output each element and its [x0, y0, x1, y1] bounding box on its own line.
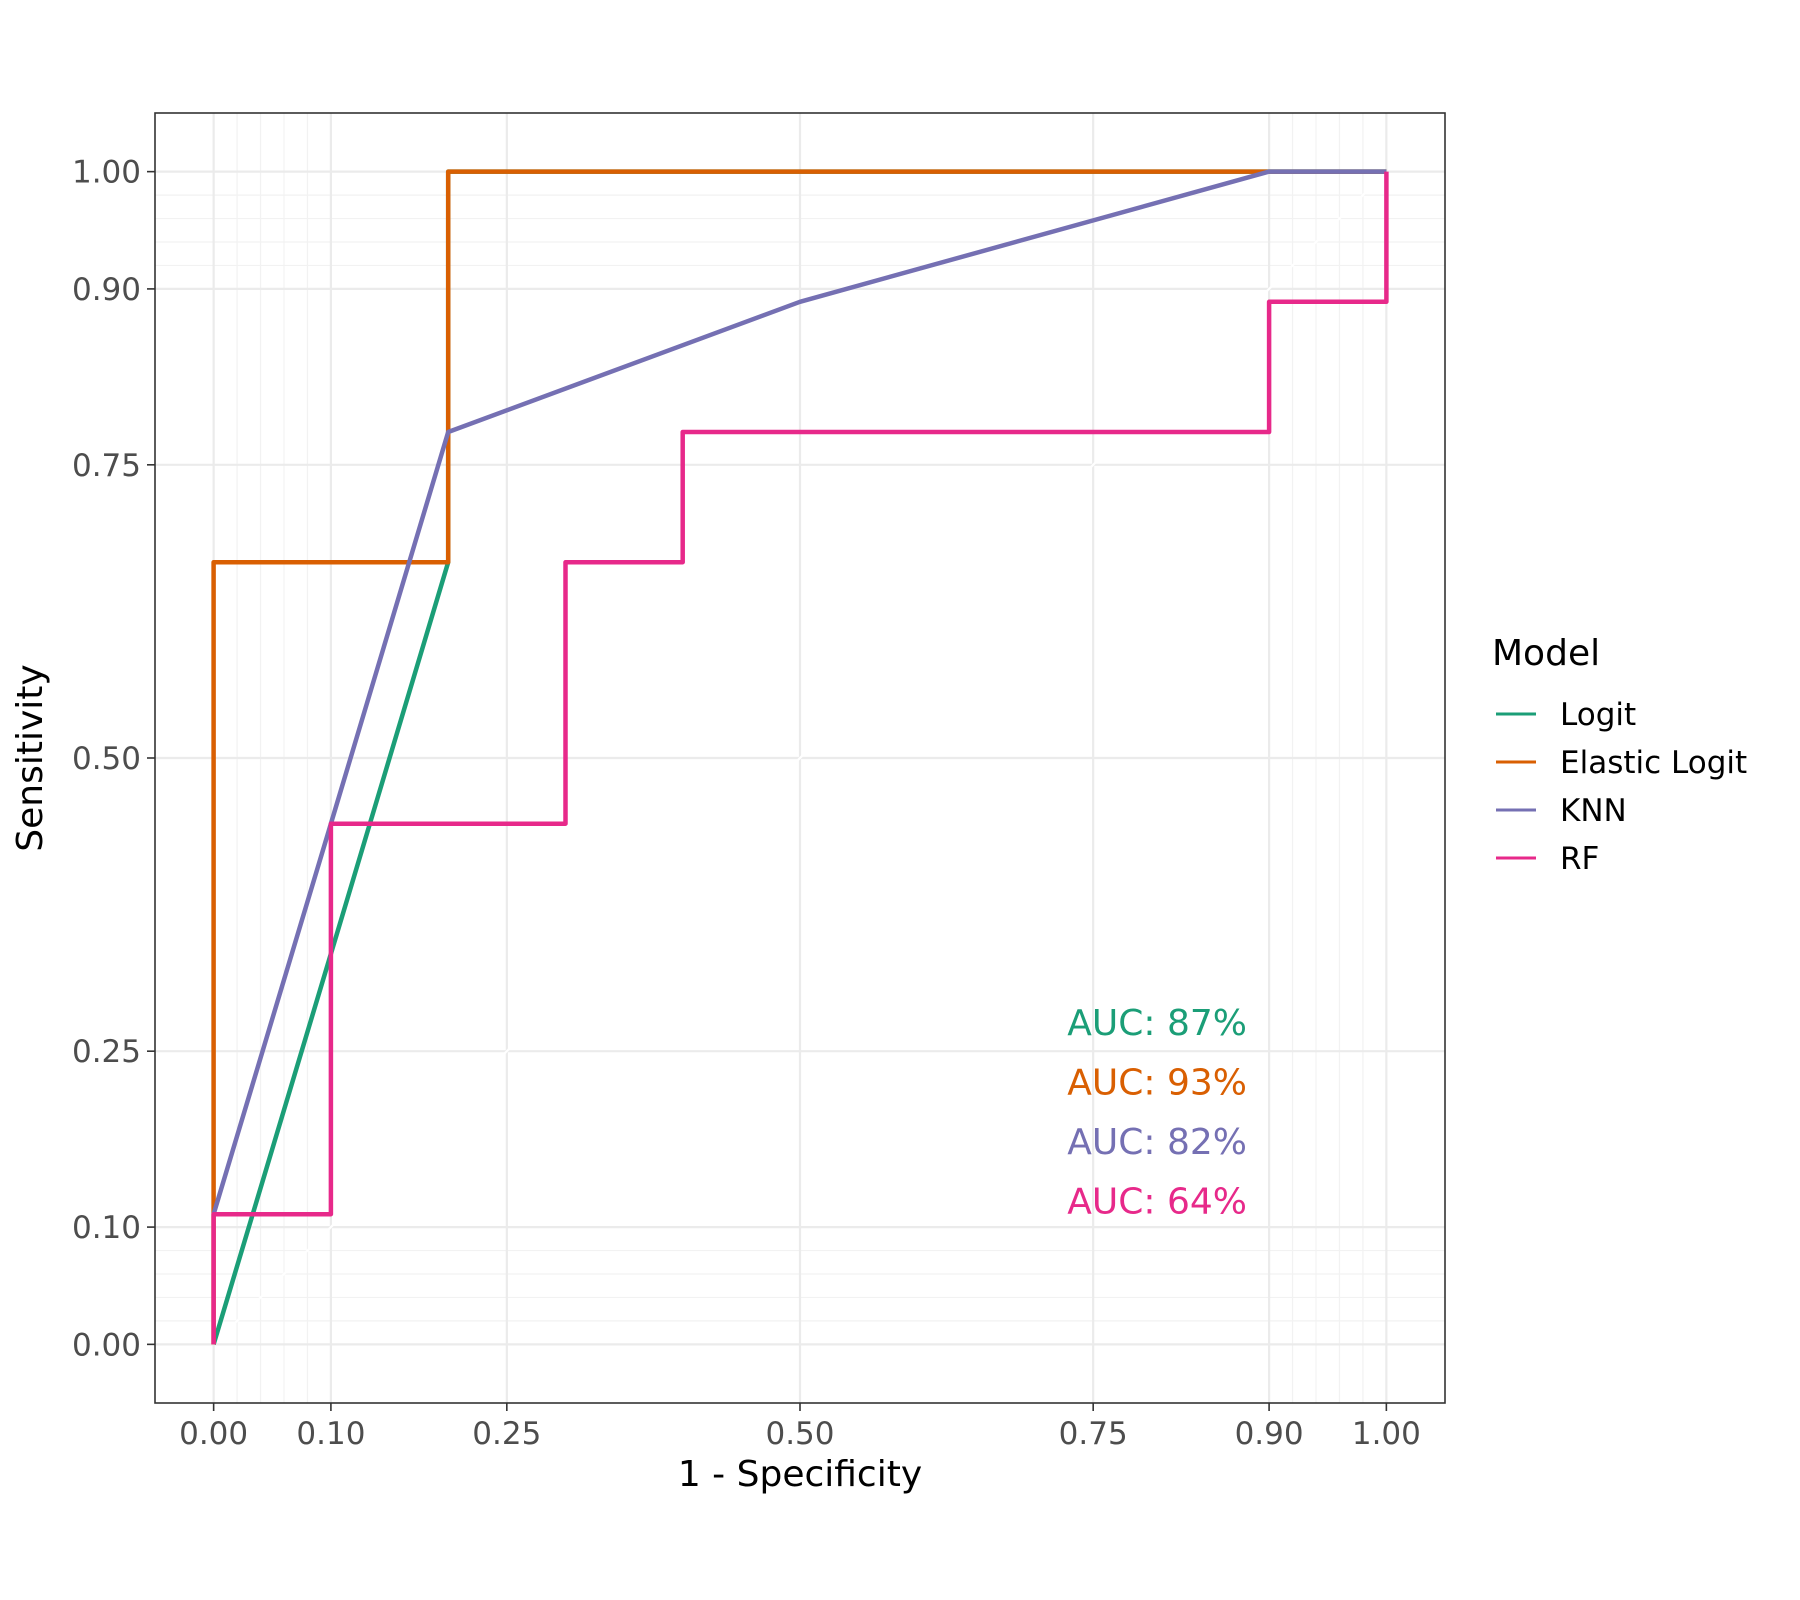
x-axis-ticks: 0.00 0.10 0.25 0.50 0.75 0.90 1.00 — [179, 1403, 1421, 1452]
roc-curve-knn — [211, 169, 1387, 1215]
x-tick-label: 0.50 — [765, 1416, 834, 1452]
legend-label-elastic-logit: Elastic Logit — [1560, 745, 1747, 781]
y-tick-label: 1.00 — [72, 155, 141, 191]
y-tick-label: 0.75 — [72, 448, 141, 484]
y-axis-title: Sensitivity — [10, 664, 51, 851]
x-tick-label: 0.10 — [296, 1416, 365, 1452]
roc-curve-rf — [211, 171, 1389, 1345]
auc-label-knn: AUC: 82% — [1067, 1122, 1247, 1163]
x-tick-label: 0.25 — [472, 1416, 541, 1452]
diagonal-reference-line — [212, 170, 1388, 1346]
y-axis-ticks: 0.00 0.10 0.25 0.50 0.75 0.90 1.00 — [72, 155, 155, 1363]
y-tick-label: 0.00 — [72, 1327, 141, 1363]
legend-label-logit: Logit — [1560, 697, 1636, 733]
y-tick-label: 0.10 — [72, 1210, 141, 1246]
auc-label-rf: AUC: 64% — [1067, 1182, 1247, 1223]
y-tick-label: 0.25 — [72, 1034, 141, 1070]
auc-annotations: AUC: 87% AUC: 93% AUC: 82% AUC: 64% — [1067, 1003, 1247, 1223]
x-tick-label: 0.00 — [179, 1416, 248, 1452]
roc-curve-elastic-logit — [211, 169, 1387, 1345]
legend: Model Logit Elastic Logit KNN RF — [1492, 633, 1747, 877]
x-tick-label: 0.75 — [1059, 1416, 1128, 1452]
legend-label-rf: RF — [1560, 841, 1599, 877]
legend-label-knn: KNN — [1560, 793, 1627, 829]
x-tick-label: 1.00 — [1352, 1416, 1421, 1452]
y-tick-label: 0.50 — [72, 741, 141, 777]
legend-title: Model — [1492, 633, 1600, 674]
x-axis-title: 1 - Specificity — [678, 1454, 922, 1495]
y-tick-label: 0.90 — [72, 272, 141, 308]
auc-label-elastic-logit: AUC: 93% — [1067, 1063, 1247, 1104]
legend-items: Logit Elastic Logit KNN RF — [1496, 697, 1747, 877]
roc-curves — [211, 169, 1389, 1346]
auc-label-logit: AUC: 87% — [1067, 1003, 1247, 1044]
x-tick-label: 0.90 — [1235, 1416, 1304, 1452]
